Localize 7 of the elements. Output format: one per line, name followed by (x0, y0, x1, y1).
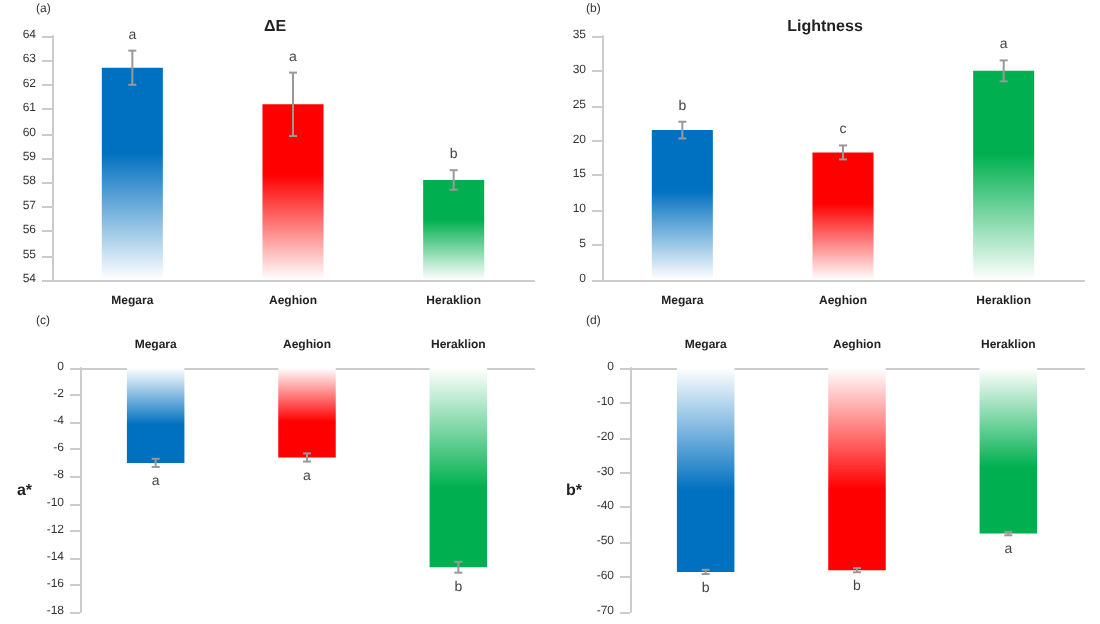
y-axis-title: a* (16, 481, 34, 499)
chart-title: ΔE (263, 17, 288, 35)
chart-title: Lightness (787, 17, 864, 35)
bar (973, 70, 1035, 280)
bar (651, 130, 713, 280)
bar (812, 152, 874, 280)
y-axis-title: b* (566, 481, 584, 499)
